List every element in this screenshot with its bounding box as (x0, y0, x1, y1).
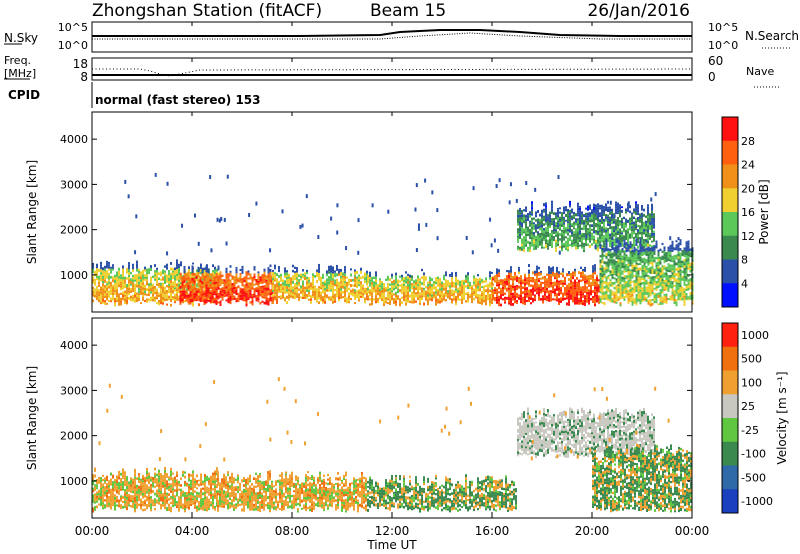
nave-tick-top: 60 (708, 54, 723, 68)
velocity-colorbar-swatch-4 (722, 418, 738, 443)
velocity-colorbar-tick-3: 25 (741, 400, 755, 413)
power-colorbar-tick-2: 20 (741, 182, 755, 195)
power-colorbar-tick-4: 12 (741, 230, 755, 243)
power-colorbar-swatch-6 (722, 259, 738, 284)
power-colorbar-swatch-4 (722, 212, 738, 237)
power-ytick-0: 4000 (60, 133, 88, 146)
power-colorbar-swatch-1 (722, 140, 738, 165)
x-axis-label: Time UT (366, 538, 417, 552)
x-tick-3: 12:00 (375, 524, 410, 538)
power-ylabel: Slant Range [km] (25, 160, 39, 264)
velocity-colorbar-swatch-1 (722, 346, 738, 371)
power-colorbar-tick-3: 16 (741, 206, 755, 219)
nsky-label: N.Sky (4, 31, 38, 45)
velocity-colorbar-tick-0: 1000 (741, 329, 769, 342)
x-axis: 00:00 04:00 08:00 12:00 16:00 20:00 00:00 (75, 22, 710, 538)
power-colorbar-tick-6: 4 (741, 277, 748, 290)
velocity-cluster-3 (517, 407, 655, 459)
nave-line (92, 68, 693, 77)
power-colorbar-swatch-0 (722, 117, 738, 142)
power-cluster-3 (367, 268, 493, 307)
power-cluster-2 (272, 263, 368, 305)
power-colorbar-swatch-2 (722, 164, 738, 189)
velocity-panel: 4000 3000 2000 1000 Slant Range [km] 1000 50… (25, 317, 789, 519)
velocity-colorbar-swatch-2 (722, 370, 738, 395)
velocity-ylabel: Slant Range [km] (25, 366, 39, 470)
nsky-line (92, 29, 692, 37)
power-colorbar-tick-0: 28 (741, 135, 755, 148)
power-colorbar-label: Power [dB] (757, 179, 771, 244)
velocity-colorbar-tick-5: -100 (741, 448, 766, 461)
power-colorbar-tick-5: 8 (741, 254, 748, 267)
velocity-cluster-1 (217, 470, 367, 513)
freq-tick-bottom: 8 (80, 70, 88, 84)
velocity-ytick-3: 1000 (60, 475, 88, 488)
power-sparse-echoes (124, 172, 672, 256)
nsearch-tick-top: 10^5 (708, 21, 738, 34)
x-tick-4: 16:00 (475, 524, 510, 538)
power-ytick-1: 3000 (60, 178, 88, 191)
power-cluster-6 (599, 237, 694, 307)
cpid-label: CPID (8, 88, 40, 102)
velocity-colorbar-swatch-7 (722, 489, 738, 514)
velocity-cluster-0 (92, 466, 218, 513)
nsearch-line (92, 32, 692, 40)
velocity-colorbar-tick-4: -25 (741, 424, 759, 437)
velocity-colorbar-tick-7: -1000 (741, 495, 773, 508)
velocity-ytick-0: 4000 (60, 339, 88, 352)
power-colorbar-swatch-7 (722, 283, 738, 308)
power-cluster-5 (517, 200, 655, 253)
x-tick-5: 20:00 (575, 524, 610, 538)
velocity-ytick-1: 3000 (60, 384, 88, 397)
velocity-colorbar-tick-2: 100 (741, 376, 762, 389)
freq-label: Freq. (4, 54, 31, 67)
freq-tick-top: 18 (73, 57, 88, 71)
nsearch-tick-bottom: 10^0 (708, 39, 738, 52)
x-tick-2: 08:00 (275, 524, 310, 538)
nave-tick-bottom: 0 (708, 70, 716, 84)
freq-panel: Freq. [MHz] 18 8 60 0 Nave (4, 54, 780, 88)
velocity-colorbar-tick-6: -500 (741, 471, 766, 484)
x-tick-0: 00:00 (75, 524, 110, 538)
nsky-panel: N.Sky 10^5 10^0 10^5 10^0 N.Search (4, 21, 799, 53)
velocity-colorbar-tick-1: 500 (741, 353, 762, 366)
power-cluster-4 (492, 264, 600, 307)
velocity-cluster-2 (367, 474, 517, 513)
x-tick-1: 04:00 (175, 524, 210, 538)
cpid-mode: normal (fast stereo) 153 (95, 93, 261, 107)
power-colorbar-tick-1: 24 (741, 159, 755, 172)
velocity-colorbar-swatch-5 (722, 441, 738, 466)
figure-title: Zhongshan Station (fitACF) (92, 1, 322, 21)
nsky-tick-top: 10^5 (58, 21, 88, 34)
velocity-colorbar-swatch-6 (722, 465, 738, 490)
nsky-tick-bottom: 10^0 (58, 39, 88, 52)
power-panel: 4000 3000 2000 1000 Slant Range [km] 28 24 20… (25, 111, 771, 313)
x-tick-6: 00:00 (675, 524, 710, 538)
power-colorbar-swatch-5 (722, 235, 738, 260)
velocity-cluster-4 (592, 443, 692, 513)
velocity-colorbar-swatch-0 (722, 323, 738, 348)
date-label: 26/Jan/2016 (587, 1, 690, 21)
nsearch-label: N.Search (745, 29, 799, 43)
nave-label: Nave (746, 65, 774, 78)
beam-label: Beam 15 (370, 1, 446, 21)
velocity-sparse-echoes (98, 377, 670, 462)
velocity-colorbar-swatch-3 (722, 394, 738, 419)
velocity-colorbar-label: Velocity [m s⁻¹] (775, 371, 789, 464)
power-colorbar-swatch-3 (722, 188, 738, 213)
freq-unit: [MHz] (4, 67, 36, 80)
power-ytick-3: 1000 (60, 269, 88, 282)
power-cluster-1 (179, 264, 274, 307)
power-ytick-2: 2000 (60, 224, 88, 237)
velocity-ytick-2: 2000 (60, 430, 88, 443)
